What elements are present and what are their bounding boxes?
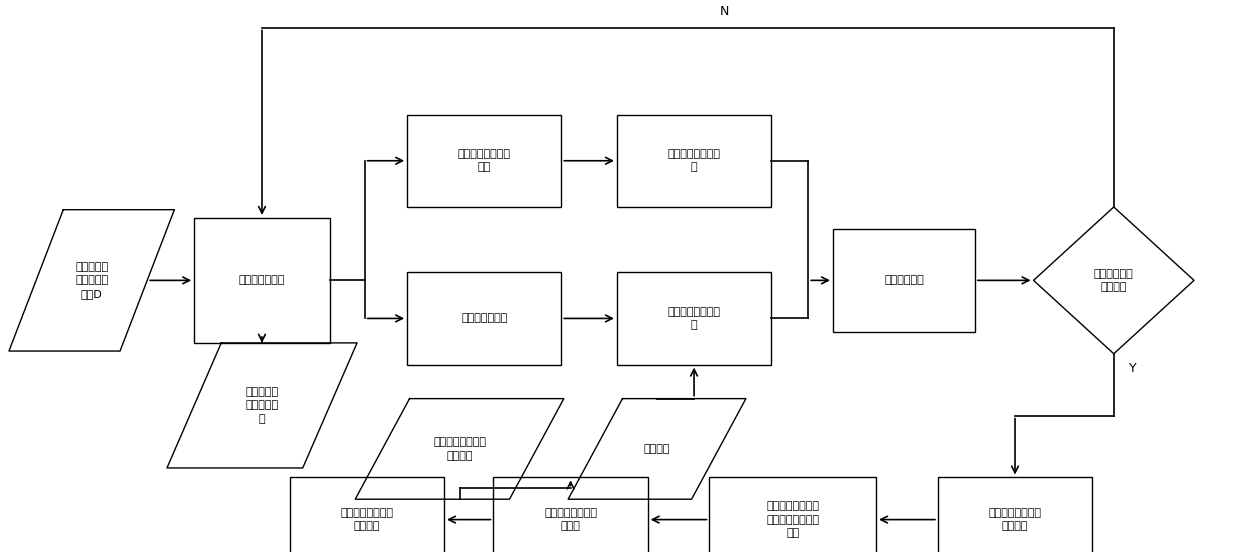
- Text: 提取穿刺艇平衡所
需支反力: 提取穿刺艇平衡所 需支反力: [988, 508, 1042, 531]
- Bar: [618, 114, 771, 207]
- Bar: [195, 218, 330, 343]
- Text: 平台的水下体积及
型心: 平台的水下体积及 型心: [458, 149, 511, 173]
- Bar: [407, 272, 562, 365]
- Bar: [290, 477, 444, 555]
- Text: 绘制静态平衡反力
与穿刺距离的关系
曲线: 绘制静态平衡反力 与穿刺距离的关系 曲线: [766, 501, 820, 538]
- Text: 计算精度是否
满足要求: 计算精度是否 满足要求: [1094, 269, 1133, 292]
- Text: 获得桩端弯矩并施
加: 获得桩端弯矩并施 加: [667, 307, 720, 330]
- Text: 获得浮力浮心并施
加: 获得浮力浮心并施 加: [667, 149, 720, 173]
- Bar: [937, 477, 1092, 555]
- Bar: [407, 114, 562, 207]
- Text: 未穿刺桩靴转角: 未穿刺桩靴转角: [461, 314, 507, 324]
- Text: 重新计算变形: 重新计算变形: [884, 275, 924, 285]
- Text: 插桩阻力曲线及其
积分曲线: 插桩阻力曲线及其 积分曲线: [433, 437, 486, 461]
- Bar: [618, 272, 771, 365]
- Text: N: N: [720, 5, 729, 18]
- Bar: [709, 477, 877, 555]
- Text: 土壤参数: 土壤参数: [644, 444, 671, 454]
- Text: 平台参数及
作业状态参
数: 平台参数及 作业状态参 数: [246, 387, 279, 423]
- Bar: [494, 477, 647, 555]
- Text: 一系列假定
平台的穿刺
距离D: 一系列假定 平台的穿刺 距离D: [76, 262, 108, 299]
- Text: 积分求得穿刺能力
量曲线: 积分求得穿刺能力 量曲线: [544, 508, 598, 531]
- Text: Y: Y: [1128, 362, 1136, 375]
- Text: 平台的初始变形: 平台的初始变形: [239, 275, 285, 285]
- Bar: [833, 229, 975, 332]
- Text: 提取交点获得穿刺
距离结果: 提取交点获得穿刺 距离结果: [341, 508, 393, 531]
